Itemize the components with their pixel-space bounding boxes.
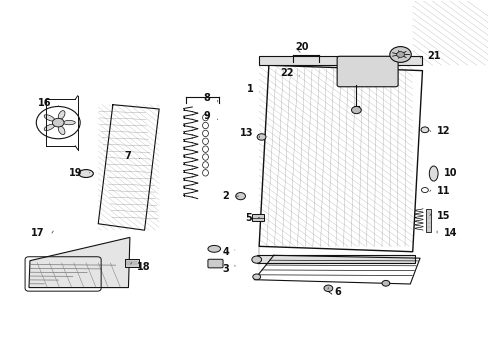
- Ellipse shape: [63, 121, 75, 125]
- Circle shape: [396, 51, 404, 57]
- Text: 11: 11: [436, 186, 449, 197]
- Circle shape: [257, 134, 265, 140]
- Text: 5: 5: [245, 213, 252, 222]
- Circle shape: [324, 285, 332, 292]
- Text: 1: 1: [246, 84, 253, 94]
- Text: 18: 18: [137, 262, 150, 272]
- Text: 4: 4: [222, 247, 228, 257]
- Ellipse shape: [79, 170, 93, 177]
- FancyBboxPatch shape: [207, 259, 223, 268]
- Circle shape: [235, 193, 245, 200]
- Text: 16: 16: [39, 98, 52, 108]
- Text: 20: 20: [295, 42, 308, 51]
- Text: 12: 12: [436, 126, 449, 135]
- Text: 19: 19: [69, 168, 82, 178]
- Bar: [125, 259, 139, 267]
- Ellipse shape: [58, 126, 65, 135]
- Circle shape: [389, 46, 410, 62]
- Text: 7: 7: [124, 150, 131, 161]
- Text: 3: 3: [222, 264, 228, 274]
- Text: 9: 9: [203, 111, 210, 121]
- Text: 10: 10: [444, 168, 457, 178]
- Text: 13: 13: [239, 129, 253, 138]
- Circle shape: [420, 127, 428, 133]
- Circle shape: [351, 107, 361, 114]
- Text: 2: 2: [222, 191, 228, 201]
- Text: 17: 17: [31, 228, 44, 238]
- Bar: [252, 214, 264, 221]
- Text: 14: 14: [444, 228, 457, 238]
- Circle shape: [251, 256, 261, 263]
- Ellipse shape: [428, 166, 437, 181]
- FancyBboxPatch shape: [336, 56, 397, 87]
- Text: 15: 15: [436, 211, 449, 221]
- Bar: [425, 209, 430, 232]
- Text: 6: 6: [334, 287, 341, 297]
- Text: 22: 22: [279, 68, 293, 78]
- Bar: [256, 255, 414, 263]
- Ellipse shape: [44, 124, 55, 131]
- Ellipse shape: [207, 246, 220, 252]
- Bar: [259, 56, 422, 65]
- Text: 8: 8: [203, 93, 210, 103]
- Text: 21: 21: [427, 51, 440, 61]
- Circle shape: [252, 274, 260, 280]
- Circle shape: [381, 280, 389, 286]
- Ellipse shape: [58, 111, 65, 119]
- Circle shape: [52, 118, 64, 127]
- Polygon shape: [29, 237, 130, 288]
- Ellipse shape: [44, 115, 55, 121]
